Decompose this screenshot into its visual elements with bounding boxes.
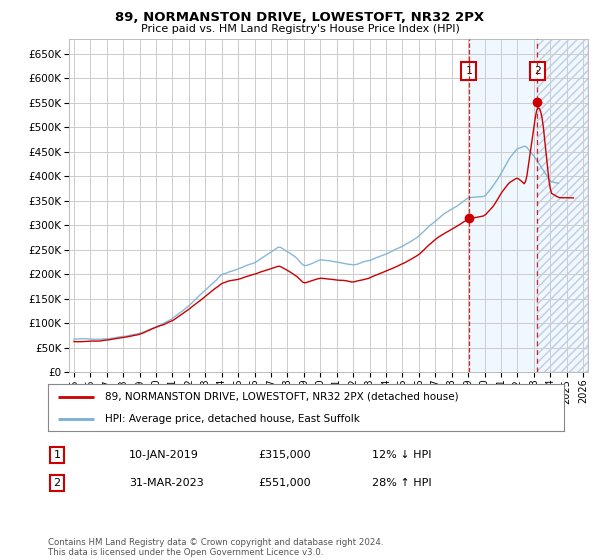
Text: 1: 1 [53,450,61,460]
Bar [469,39,537,372]
Text: HPI: Average price, detached house, East Suffolk: HPI: Average price, detached house, East… [105,414,359,424]
Text: 10-JAN-2019: 10-JAN-2019 [129,450,199,460]
Bar [537,39,588,372]
Text: 31-MAR-2023: 31-MAR-2023 [129,478,204,488]
Text: 89, NORMANSTON DRIVE, LOWESTOFT, NR32 2PX (detached house): 89, NORMANSTON DRIVE, LOWESTOFT, NR32 2P… [105,392,458,402]
Text: £315,000: £315,000 [258,450,311,460]
Text: Price paid vs. HM Land Registry's House Price Index (HPI): Price paid vs. HM Land Registry's House … [140,24,460,34]
Text: 12% ↓ HPI: 12% ↓ HPI [372,450,431,460]
Text: 89, NORMANSTON DRIVE, LOWESTOFT, NR32 2PX: 89, NORMANSTON DRIVE, LOWESTOFT, NR32 2P… [115,11,485,24]
Text: 2: 2 [53,478,61,488]
Bar [537,39,588,372]
Text: £551,000: £551,000 [258,478,311,488]
Text: 1: 1 [466,66,472,76]
Text: 2: 2 [534,66,541,76]
Text: 28% ↑ HPI: 28% ↑ HPI [372,478,431,488]
Text: Contains HM Land Registry data © Crown copyright and database right 2024.
This d: Contains HM Land Registry data © Crown c… [48,538,383,557]
